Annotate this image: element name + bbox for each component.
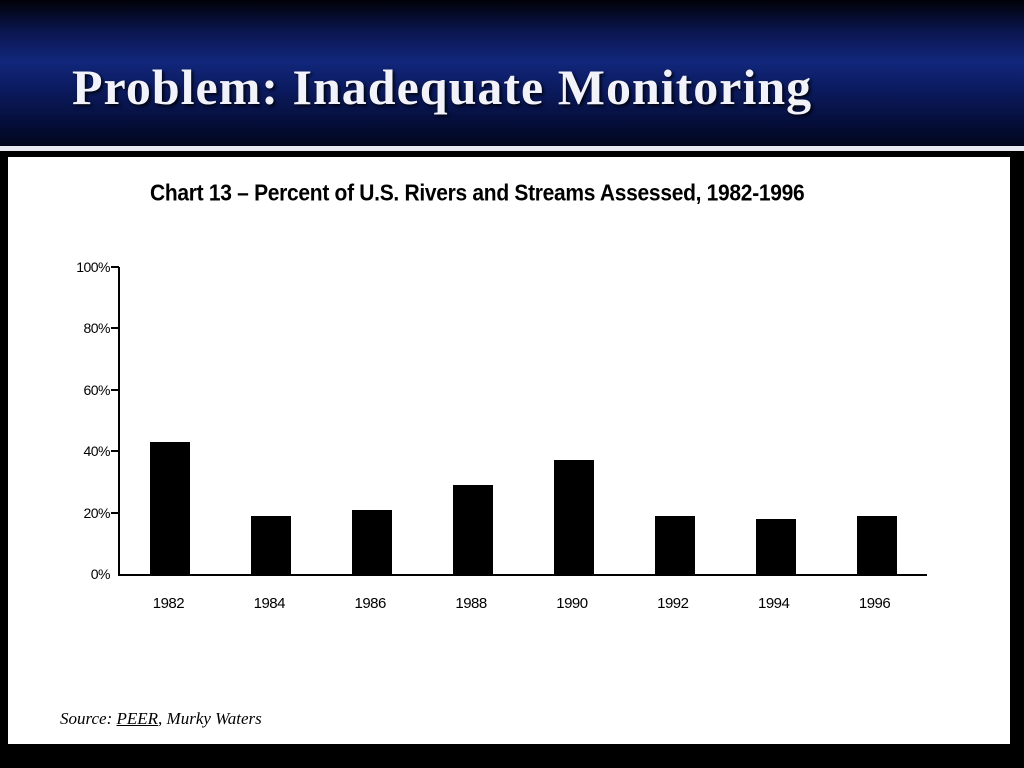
- bar-1984: [251, 515, 292, 574]
- chart-title: Chart 13 – Percent of U.S. Rivers and St…: [150, 181, 805, 206]
- y-tick-label: 0%: [90, 566, 111, 582]
- y-tick-label: 40%: [83, 443, 110, 460]
- bar-1982: [150, 442, 191, 574]
- x-tick-label: 1984: [253, 595, 286, 612]
- bar-1986: [352, 509, 393, 574]
- y-tick-mark: [111, 266, 119, 268]
- y-tick-mark: [111, 388, 119, 391]
- x-tick-label: 1996: [858, 595, 891, 612]
- slide-header: Problem: Inadequate Monitoring: [0, 0, 1024, 146]
- y-tick-mark: [111, 327, 119, 330]
- bar-1988: [453, 484, 494, 574]
- plot-area: [111, 266, 927, 576]
- bar-1994: [755, 518, 796, 574]
- y-tick-mark: [111, 450, 119, 453]
- y-tick-label: 60%: [83, 381, 110, 398]
- bar-1990: [553, 460, 594, 574]
- x-axis-labels: 1982 1984 1986 1988 1990 1992 1994 1996: [118, 595, 925, 617]
- chart-panel: Chart 13 – Percent of U.S. Rivers and St…: [8, 157, 1010, 744]
- x-tick-label: 1994: [758, 595, 790, 612]
- y-tick-label: 20%: [83, 504, 110, 521]
- bar-1992: [654, 515, 695, 574]
- y-tick-mark: [111, 511, 119, 514]
- source-line: Source: PEER, Murky Waters: [60, 709, 262, 729]
- source-org: PEER: [116, 709, 159, 728]
- header-divider: [0, 146, 1024, 151]
- x-tick-label: 1982: [152, 595, 185, 612]
- x-tick-label: 1990: [556, 595, 588, 612]
- y-tick-label: 80%: [83, 320, 110, 337]
- x-tick-label: 1988: [455, 595, 487, 612]
- bar-1996: [856, 515, 897, 574]
- source-prefix: Source:: [60, 709, 117, 728]
- y-axis: 0% 20% 40% 60% 80% 100%: [52, 259, 110, 582]
- y-tick-label: 100%: [76, 259, 110, 275]
- source-rest: , Murky Waters: [158, 709, 262, 728]
- x-tick-label: 1986: [354, 595, 387, 612]
- slide-title: Problem: Inadequate Monitoring: [72, 59, 813, 115]
- x-tick-label: 1992: [657, 595, 689, 612]
